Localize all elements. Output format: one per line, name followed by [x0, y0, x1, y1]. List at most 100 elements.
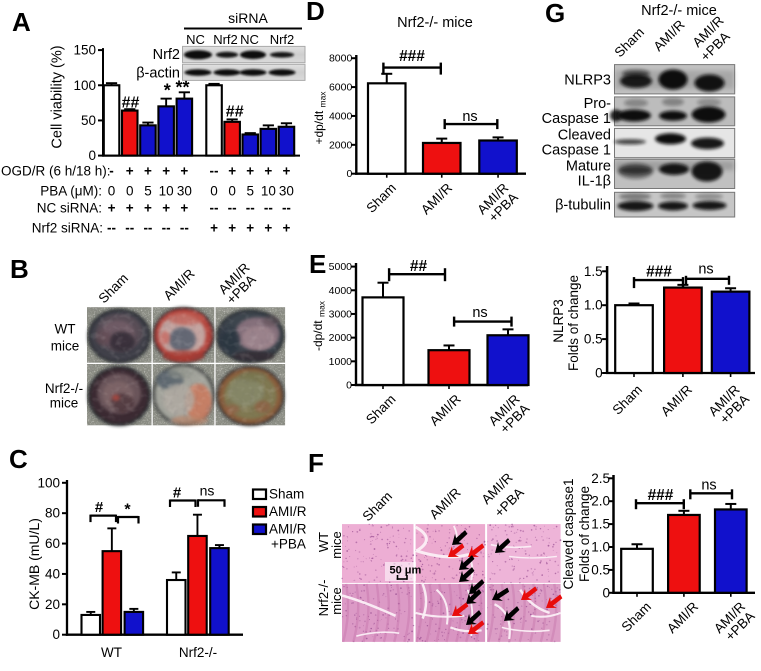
svg-text:20: 20: [45, 597, 60, 612]
svg-text:5: 5: [144, 184, 152, 199]
svg-text:50 μm: 50 μm: [390, 565, 422, 577]
svg-text:0: 0: [108, 184, 116, 199]
svg-text:--: --: [282, 201, 291, 216]
svg-text:+: +: [162, 164, 170, 179]
svg-text:4000: 4000: [329, 285, 353, 297]
svg-text:3000: 3000: [329, 308, 353, 320]
svg-text:NC: NC: [186, 32, 205, 47]
svg-text:Cell viability (%): Cell viability (%): [50, 45, 66, 148]
svg-text:+: +: [264, 221, 272, 236]
svg-text:--: --: [210, 201, 219, 216]
svg-text:+: +: [162, 201, 170, 216]
svg-text:--: --: [180, 221, 189, 236]
svg-text:+: +: [180, 164, 188, 179]
svg-text:ns: ns: [698, 262, 713, 278]
svg-text:--: --: [162, 221, 171, 236]
svg-text:*: *: [124, 502, 131, 519]
svg-text:+: +: [283, 164, 291, 179]
svg-text:+: +: [108, 201, 116, 216]
svg-text:OGD/R (6 h/18 h):: OGD/R (6 h/18 h):: [1, 164, 111, 179]
svg-text:0.5: 0.5: [584, 332, 603, 347]
svg-text:150: 150: [73, 43, 96, 58]
svg-text:Folds of change: Folds of change: [566, 275, 581, 371]
svg-text:NC siRNA:: NC siRNA:: [37, 201, 102, 216]
svg-text:Nrf2-/- mice: Nrf2-/- mice: [641, 3, 717, 19]
svg-text:Mature: Mature: [566, 158, 611, 174]
svg-text:Nrf2-/-: Nrf2-/-: [179, 645, 217, 660]
svg-text:#: #: [95, 499, 104, 516]
svg-text:###: ###: [399, 48, 425, 65]
svg-text:Nrf2: Nrf2: [270, 32, 295, 47]
svg-text:F: F: [308, 448, 324, 478]
svg-text:ns: ns: [462, 109, 477, 125]
svg-text:###: ###: [648, 487, 674, 504]
svg-text:#: #: [173, 485, 182, 502]
svg-text:CK-MB (mU/L): CK-MB (mU/L): [26, 518, 42, 610]
svg-text:+: +: [180, 201, 188, 216]
svg-text:C: C: [9, 444, 28, 474]
svg-text:*: *: [164, 81, 171, 101]
svg-text:NLRP3: NLRP3: [551, 299, 566, 343]
svg-text:30: 30: [177, 184, 192, 199]
svg-text:1.5: 1.5: [591, 517, 610, 532]
svg-text:ns: ns: [701, 478, 716, 494]
svg-text:mice: mice: [51, 339, 80, 354]
svg-text:+PBA: +PBA: [271, 537, 306, 552]
svg-text:8000: 8000: [329, 53, 353, 65]
svg-text:β-actin: β-actin: [136, 66, 180, 82]
svg-text:Nrf2 siRNA:: Nrf2 siRNA:: [32, 221, 103, 236]
svg-text:Caspase 1: Caspase 1: [542, 111, 611, 127]
svg-text:2000: 2000: [329, 332, 353, 344]
svg-text:0: 0: [346, 168, 352, 180]
svg-text:A: A: [12, 7, 31, 37]
svg-text:6000: 6000: [329, 82, 353, 94]
svg-text:40: 40: [45, 566, 60, 581]
svg-text:0: 0: [210, 184, 218, 199]
svg-text:0: 0: [595, 366, 603, 381]
svg-text:0: 0: [126, 184, 134, 199]
svg-text:WT: WT: [55, 322, 76, 337]
svg-text:NLRP3: NLRP3: [564, 72, 611, 88]
svg-text:0: 0: [52, 627, 60, 642]
svg-text:+: +: [210, 221, 218, 236]
svg-text:+: +: [144, 201, 152, 216]
svg-text:+: +: [228, 221, 236, 236]
svg-text:IL-1β: IL-1β: [578, 173, 611, 189]
svg-text:1.0: 1.0: [591, 540, 610, 555]
svg-text:50: 50: [81, 113, 96, 128]
svg-text:PBA (μM):: PBA (μM):: [40, 184, 102, 199]
svg-text:###: ###: [646, 264, 672, 281]
svg-text:Nrf2: Nrf2: [213, 32, 238, 47]
svg-text:ns: ns: [472, 305, 487, 321]
svg-text:Nrf2-/-: Nrf2-/-: [316, 580, 331, 617]
svg-text:WT: WT: [316, 532, 331, 552]
svg-text:30: 30: [279, 184, 294, 199]
svg-text:+: +: [126, 164, 134, 179]
svg-text:##: ##: [410, 258, 428, 275]
svg-text:G: G: [545, 0, 565, 28]
svg-text:10: 10: [159, 184, 174, 199]
svg-text:##: ##: [226, 104, 244, 121]
svg-text:AMI/R: AMI/R: [269, 504, 307, 519]
svg-text:--: --: [107, 221, 116, 236]
svg-text:##: ##: [122, 95, 140, 112]
svg-text:E: E: [309, 249, 326, 279]
svg-text:+: +: [283, 221, 291, 236]
svg-text:1.5: 1.5: [584, 264, 603, 279]
svg-text:+: +: [126, 201, 134, 216]
svg-text:Caspase 1: Caspase 1: [542, 143, 611, 159]
svg-text:10: 10: [261, 184, 276, 199]
svg-text:B: B: [10, 254, 29, 284]
svg-text:+: +: [144, 164, 152, 179]
svg-text:Nrf2-/-: Nrf2-/-: [45, 381, 83, 396]
svg-text:Nrf2: Nrf2: [153, 47, 180, 63]
svg-text:mice: mice: [50, 396, 79, 411]
svg-text:-: -: [109, 164, 114, 179]
svg-text:siRNA: siRNA: [228, 10, 268, 26]
svg-text:0.5: 0.5: [591, 562, 610, 577]
svg-text:0: 0: [346, 380, 352, 392]
svg-text:4000: 4000: [329, 110, 353, 122]
svg-text:β-tubulin: β-tubulin: [555, 198, 611, 214]
svg-text:Cleaved: Cleaved: [558, 128, 611, 144]
svg-text:D: D: [306, 0, 325, 26]
